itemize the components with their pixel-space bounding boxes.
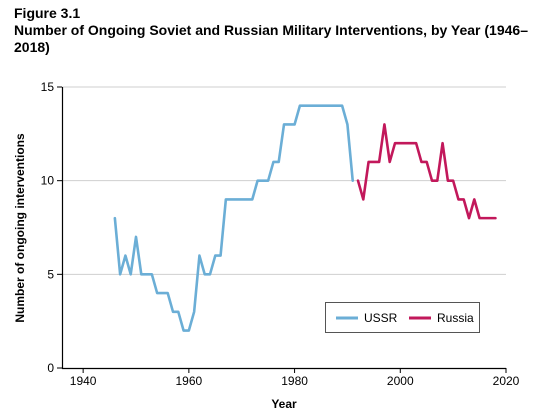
x-axis-label: Year xyxy=(271,397,297,411)
y-tick-label: 10 xyxy=(41,174,55,188)
legend-label-russia: Russia xyxy=(437,311,474,325)
y-tick-label: 5 xyxy=(47,267,54,281)
x-tick-label: 1940 xyxy=(70,374,97,388)
x-tick-label: 1960 xyxy=(176,374,203,388)
y-tick-label: 15 xyxy=(41,80,55,94)
gridlines xyxy=(62,86,506,275)
legend: USSR Russia xyxy=(325,302,480,333)
series-lines xyxy=(113,104,497,332)
x-tick-label: 2000 xyxy=(387,374,414,388)
axis-ticks: 0 5 10 15 1940 1960 1980 2000 2020 xyxy=(41,80,520,388)
y-axis-label: Number of ongoing interventions xyxy=(13,133,27,323)
chart-title: Number of Ongoing Soviet and Russian Mil… xyxy=(14,22,528,55)
series-line-russia xyxy=(356,123,497,220)
legend-label-ussr: USSR xyxy=(364,311,398,325)
y-tick-label: 0 xyxy=(47,361,54,375)
series-line-ussr xyxy=(113,104,355,332)
x-tick-label: 2020 xyxy=(493,374,520,388)
x-tick-label: 1980 xyxy=(281,374,308,388)
figure-label: Figure 3.1 xyxy=(14,5,81,21)
